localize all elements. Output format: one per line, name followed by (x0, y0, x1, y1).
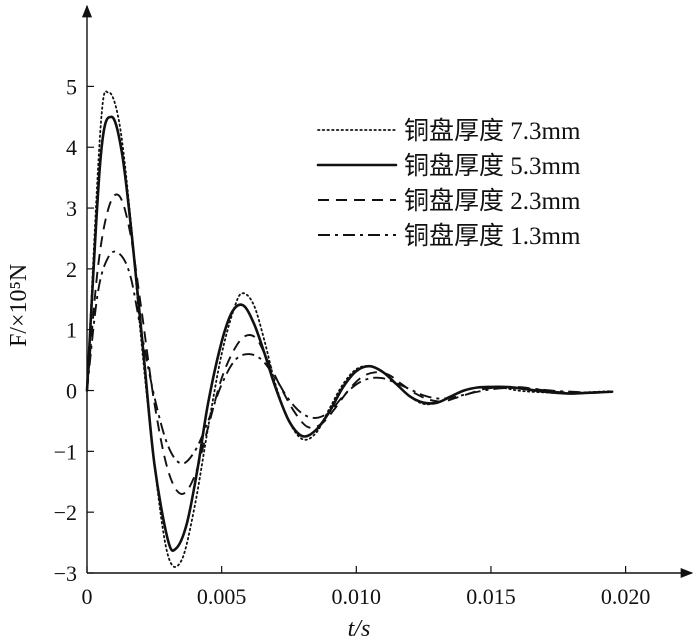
x-ticks: 0 0.005 0.010 0.015 0.020 (82, 566, 651, 609)
y-tick-label: 5 (66, 74, 77, 99)
legend-label: 铜盘厚度 7.3mm (404, 117, 581, 145)
legend-label: 铜盘厚度 5.3mm (404, 152, 581, 180)
y-axis-title: F/×10⁵N (6, 264, 32, 347)
x-tick-label: 0.015 (466, 584, 516, 609)
y-ticks: −3 −2 −1 0 1 2 3 4 5 (54, 74, 94, 586)
legend-label: 铜盘厚度 2.3mm (404, 187, 581, 215)
y-tick-label: 3 (66, 196, 77, 221)
x-tick-label: 0.020 (601, 584, 651, 609)
x-tick-label: 0.010 (332, 584, 382, 609)
series-layer (85, 90, 614, 568)
series-line-dashdot (86, 250, 613, 465)
y-tick-label: 4 (66, 135, 77, 160)
x-axis-title: t/s (348, 616, 371, 641)
x-tick-label: 0 (82, 584, 93, 609)
legend-label: 铜盘厚度 1.3mm (404, 222, 581, 250)
y-tick-label: 1 (66, 318, 77, 343)
y-tick-label: −3 (54, 561, 77, 586)
legend: 铜盘厚度 7.3mm 铜盘厚度 5.3mm 铜盘厚度 2.3mm 铜盘厚度 1.3mm (316, 117, 581, 250)
y-tick-label: −1 (54, 439, 77, 464)
y-tick-label: −2 (54, 500, 77, 525)
x-tick-label: 0.005 (197, 584, 247, 609)
y-tick-label: 2 (66, 257, 77, 282)
y-tick-label: 0 (66, 379, 77, 404)
series-line-solid (85, 115, 614, 552)
